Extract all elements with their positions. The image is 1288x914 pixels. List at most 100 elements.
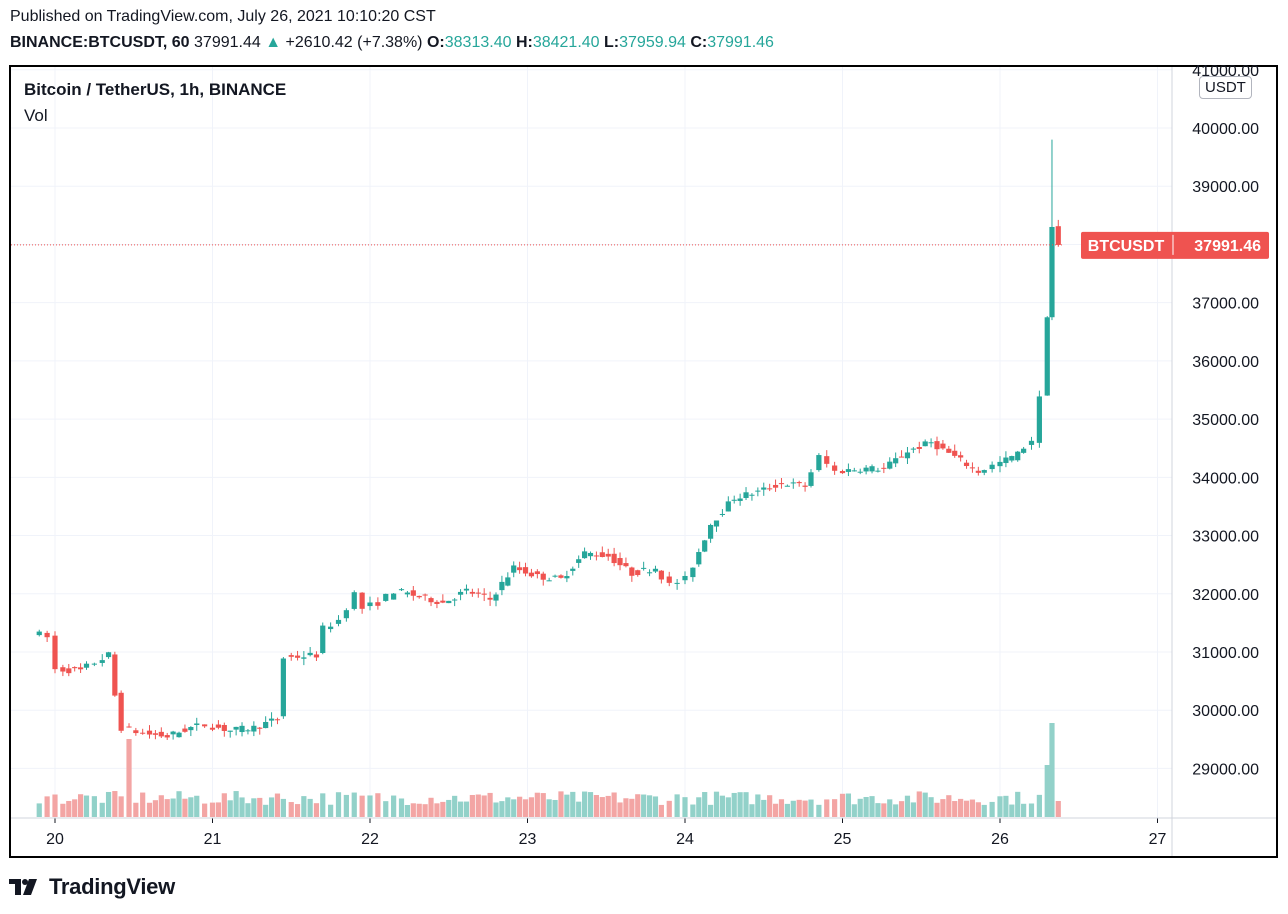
candle-body (452, 599, 458, 601)
currency-badge[interactable]: USDT (1199, 76, 1252, 99)
candle-body (593, 555, 600, 557)
candle-body (922, 441, 928, 447)
candle-body (737, 498, 743, 501)
volume-bar (641, 794, 647, 817)
candle-body (263, 721, 269, 729)
candle-body (934, 441, 940, 450)
volume-bar (60, 803, 66, 817)
candle-body (72, 667, 78, 669)
candle-body (428, 598, 434, 603)
candle-body (383, 593, 389, 601)
volume-bar (66, 800, 72, 817)
candle-body (611, 553, 617, 564)
volume-bar (140, 792, 146, 817)
volume-bar (126, 739, 132, 817)
volume-bar (257, 797, 263, 817)
candle-body (904, 452, 911, 459)
symbol-label[interactable]: BINANCE:BTCUSDT, 60 (10, 34, 190, 51)
candle-body (940, 443, 946, 449)
candle-body (981, 470, 987, 473)
candle-body (928, 442, 934, 444)
published-info: Published on TradingView.com, July 26, 2… (10, 8, 436, 25)
volume-bar (152, 800, 159, 817)
candle-body (696, 552, 702, 565)
volume-bar (493, 802, 499, 817)
candle-body (731, 499, 737, 501)
volume-bar (301, 796, 307, 817)
chart-frame[interactable] (9, 65, 1278, 858)
volume-bar (457, 801, 464, 817)
volume-bar (391, 795, 397, 817)
volume-bar (517, 796, 523, 817)
candle-body (487, 597, 493, 600)
volume-bar (623, 798, 629, 817)
time-tick-label: 23 (519, 831, 537, 848)
tradingview-logo[interactable]: TradingView (9, 874, 175, 900)
volume-bar (1021, 803, 1027, 817)
candle-body (239, 725, 245, 733)
time-tick-label: 24 (676, 831, 694, 848)
volume-bar (475, 794, 481, 817)
volume-bar (540, 793, 546, 817)
volume-bar (981, 804, 987, 817)
candle-body (416, 595, 422, 598)
volume-bar (202, 803, 208, 817)
volume-bar (1009, 804, 1015, 817)
candle-body (719, 513, 726, 515)
volume-bar (164, 799, 170, 817)
candle-body (702, 540, 708, 552)
candle-body (251, 725, 257, 732)
volume-bar (824, 799, 830, 817)
volume-bar (335, 792, 342, 817)
volume-bar (1015, 791, 1021, 817)
volume-bar (463, 801, 470, 817)
candle-body (881, 467, 887, 469)
candle-body (784, 485, 790, 487)
candle-body (802, 485, 808, 487)
candle-body (646, 572, 653, 574)
volume-bar (552, 799, 558, 817)
volume-bar (898, 801, 905, 817)
time-tick-label: 25 (834, 831, 852, 848)
open-label: O: (426, 34, 445, 51)
volume-bar (863, 796, 869, 817)
candle-body (824, 456, 830, 464)
volume-bar (893, 804, 899, 817)
volume-bar (682, 797, 688, 817)
volume-bar (989, 801, 995, 817)
candle-body (511, 565, 517, 573)
time-tick-label: 20 (46, 831, 64, 848)
volume-bar (719, 795, 726, 817)
candle-body (796, 482, 802, 484)
volume-bar (790, 800, 796, 817)
volume-bar (294, 804, 301, 817)
volume-bar (182, 798, 188, 817)
volume-bar (904, 795, 911, 817)
candle-body (209, 727, 216, 730)
volume-label[interactable]: Vol (24, 106, 48, 125)
volume-bar (881, 803, 887, 817)
volume-bar (307, 798, 313, 817)
volume-bar (802, 800, 808, 817)
volume-bar (910, 802, 916, 817)
candle-body (493, 594, 499, 601)
candle-body (570, 568, 576, 571)
candle-body (404, 592, 411, 595)
candle-body (245, 730, 251, 732)
candle-body (969, 467, 976, 469)
candle-body (910, 448, 916, 450)
candle-body (202, 724, 208, 727)
last-price: 37991.44 (194, 34, 261, 51)
volume-bar (629, 798, 635, 817)
volume-bar (112, 791, 118, 817)
volume-bar (528, 797, 535, 817)
candle-body (469, 591, 475, 594)
volume-bar (383, 801, 389, 817)
volume-bar (940, 799, 946, 817)
volume-bar (707, 804, 714, 817)
volume-bar (410, 803, 416, 817)
candle-body (307, 652, 313, 656)
open-value: 38313.40 (444, 34, 512, 51)
up-arrow-icon: ▲ (265, 34, 282, 51)
